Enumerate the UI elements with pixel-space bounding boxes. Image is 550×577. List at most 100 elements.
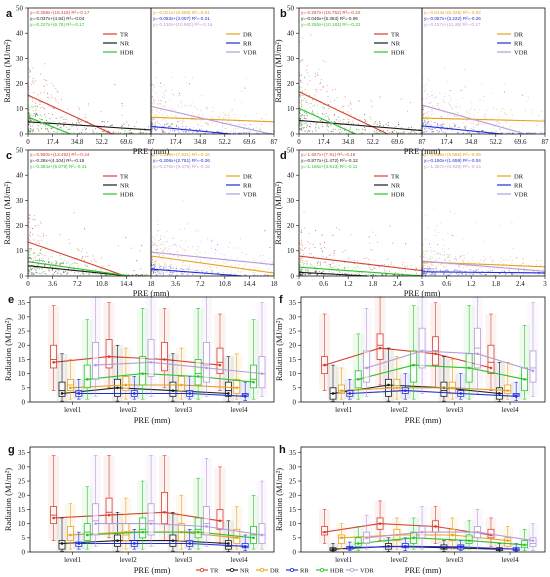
regression-line-hdr: [298, 107, 356, 135]
scatter-point: [192, 131, 194, 133]
x-tick-label: 0.6: [319, 280, 328, 288]
scatter-point: [470, 273, 472, 275]
scatter-point: [161, 128, 163, 130]
scatter-point: [78, 122, 80, 124]
scatter-point: [226, 268, 229, 270]
scatter-point: [155, 62, 157, 64]
scatter-point: [343, 118, 345, 120]
scatter-point: [78, 249, 80, 252]
scatter-point: [210, 266, 212, 268]
scatter-point: [499, 128, 501, 130]
scatter-point: [372, 274, 374, 276]
scatter-point: [301, 267, 303, 269]
scatter-point: [348, 129, 350, 131]
x-tick-label: 0: [26, 280, 30, 288]
scatter-point: [516, 257, 518, 259]
scatter-point: [470, 101, 472, 103]
scatter-point: [32, 80, 34, 82]
scatter-point: [39, 248, 42, 251]
scatter-point: [148, 274, 150, 276]
plot-frame: [29, 296, 275, 403]
scatter-point: [300, 86, 302, 88]
scatter-point: [33, 130, 35, 132]
panel-letter: b: [280, 8, 287, 20]
density-halo: [137, 481, 149, 550]
box: [321, 526, 329, 536]
scatter-point: [49, 256, 51, 258]
scatter-point: [334, 88, 336, 90]
scatter-point: [332, 128, 334, 130]
scatter-point: [152, 127, 154, 129]
y-tick-label: 30: [287, 55, 295, 63]
scatter-point: [157, 245, 159, 247]
scatter-point: [152, 84, 154, 86]
legend-label-rr: RR: [514, 40, 523, 47]
scatter-point: [443, 244, 445, 246]
scatter-point: [449, 126, 451, 128]
scatter-point: [425, 88, 427, 90]
scatter-point: [180, 100, 182, 102]
trend-marker: [434, 525, 437, 528]
scatter-point: [141, 274, 143, 276]
scatter-point: [502, 125, 505, 127]
scatter-point: [316, 104, 318, 106]
scatter-point: [75, 122, 78, 124]
density-halo: [112, 345, 123, 402]
scatter-point: [453, 115, 455, 118]
scatter-point: [464, 126, 466, 128]
scatter-point: [332, 89, 334, 91]
scatter-point: [85, 132, 87, 134]
scatter-point: [316, 265, 318, 267]
scatter-point: [43, 271, 45, 273]
scatter-point: [381, 273, 383, 275]
y-tick-label: 40: [16, 172, 24, 180]
y-tick-label: 5: [293, 534, 297, 542]
scatter-point: [432, 273, 434, 275]
scatter-point: [43, 265, 46, 267]
scatter-point: [363, 114, 366, 116]
scatter-point: [432, 128, 434, 131]
scatter-point: [243, 128, 245, 130]
scatter-point: [370, 248, 372, 250]
scatter-point: [300, 260, 302, 262]
scatter-point: [452, 235, 454, 237]
scatter-point: [318, 68, 320, 70]
scatter-point: [316, 269, 318, 271]
scatter-point: [155, 261, 157, 263]
scatter-point: [439, 253, 442, 255]
x-category-label: level2: [391, 406, 409, 414]
scatter-point: [54, 260, 56, 262]
scatter-point: [498, 116, 500, 118]
scatter-point: [197, 108, 199, 110]
y-tick-label: 25: [18, 327, 26, 335]
scatter-point: [130, 132, 133, 134]
density-halo: [527, 523, 539, 551]
scatter-point: [410, 265, 412, 267]
scatter-point: [328, 117, 330, 120]
legend-marker-nr: [229, 568, 234, 573]
scatter-point: [181, 248, 184, 250]
scatter-point: [163, 84, 165, 86]
scatter-point: [221, 125, 224, 128]
scatter-point: [504, 259, 507, 261]
scatter-point: [429, 243, 431, 245]
density-halo: [48, 455, 60, 541]
equation-label-tr: y=-0.267x+(16.752) R²=-0.22: [301, 10, 361, 15]
scatter-point: [330, 254, 332, 256]
scatter-point: [125, 132, 127, 134]
scatter-point: [301, 105, 303, 107]
scatter-point: [300, 100, 303, 102]
scatter-point: [441, 116, 443, 118]
scatter-point: [158, 240, 160, 242]
scatter-point: [180, 129, 183, 131]
scatter-point: [200, 128, 202, 130]
scatter-point: [55, 88, 57, 90]
y-tick-label: 40: [287, 30, 295, 38]
scatter-point: [159, 248, 162, 250]
scatter-point: [158, 255, 160, 257]
scatter-point: [216, 130, 218, 132]
scatter-point: [69, 242, 71, 244]
scatter-point: [424, 273, 426, 275]
box: [216, 347, 224, 375]
scatter-point: [442, 266, 444, 268]
